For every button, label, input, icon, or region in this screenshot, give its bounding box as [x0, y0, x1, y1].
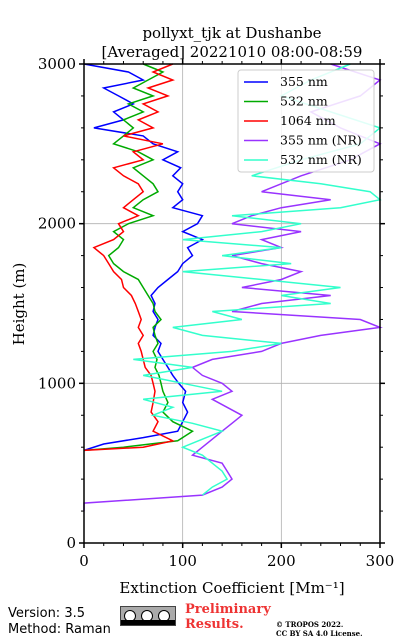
- y-tick-label: 0: [66, 534, 76, 552]
- copyright-line1: © TROPOS 2022.: [276, 620, 344, 629]
- preliminary-line1: Preliminary: [185, 602, 271, 617]
- series-line-2: [83, 63, 195, 452]
- y-tick-label: 1000: [38, 374, 76, 392]
- series-line-1: [83, 63, 205, 452]
- series-line-5: [133, 63, 382, 496]
- plot-area: [83, 63, 383, 512]
- legend-box: [237, 69, 375, 173]
- x-axis-label: Extinction Coefficient [Mm⁻¹]: [119, 579, 344, 597]
- legend-label: 355 nm (NR): [280, 133, 362, 148]
- plot-frame: [83, 63, 381, 544]
- legend-label: 355 nm: [280, 74, 328, 89]
- copyright: © TROPOS 2022. CC BY SA 4.0 License.: [276, 620, 363, 638]
- cc-badge-bar: [121, 620, 175, 625]
- legend-label: 532 nm: [280, 94, 328, 109]
- series-line-3: [83, 63, 176, 452]
- preliminary-results: Preliminary Results.: [185, 602, 271, 632]
- preliminary-line2: Results.: [185, 617, 244, 632]
- chart-svg: pollyxt_tjk at Dushanbe [Averaged] 20221…: [10, 24, 395, 597]
- legend-label: 532 nm (NR): [280, 152, 362, 167]
- chart-subtitle: [Averaged] 20221010 08:00-08:59: [102, 43, 363, 61]
- y-tick-label: 3000: [38, 55, 76, 73]
- y-axis-label: Height (m): [10, 263, 28, 346]
- copyright-line2: CC BY SA 4.0 License.: [276, 629, 363, 638]
- cc-license-badge: [120, 606, 176, 626]
- x-tick-label: 100: [168, 552, 197, 570]
- x-tick-label: 200: [267, 552, 296, 570]
- version-text: Version: 3.5: [8, 606, 85, 621]
- x-tick-label: 0: [79, 552, 89, 570]
- legend: 355 nm 532 nm 1064 nm 355 nm (NR) 532 nm (NR…: [237, 69, 375, 173]
- x-tick-label: 300: [366, 552, 395, 570]
- chart-title: pollyxt_tjk at Dushanbe: [142, 24, 321, 42]
- series-line-4: [83, 63, 383, 512]
- method-text: Method: Raman: [8, 622, 111, 637]
- y-tick-label: 2000: [38, 215, 76, 233]
- legend-label: 1064 nm: [280, 113, 336, 128]
